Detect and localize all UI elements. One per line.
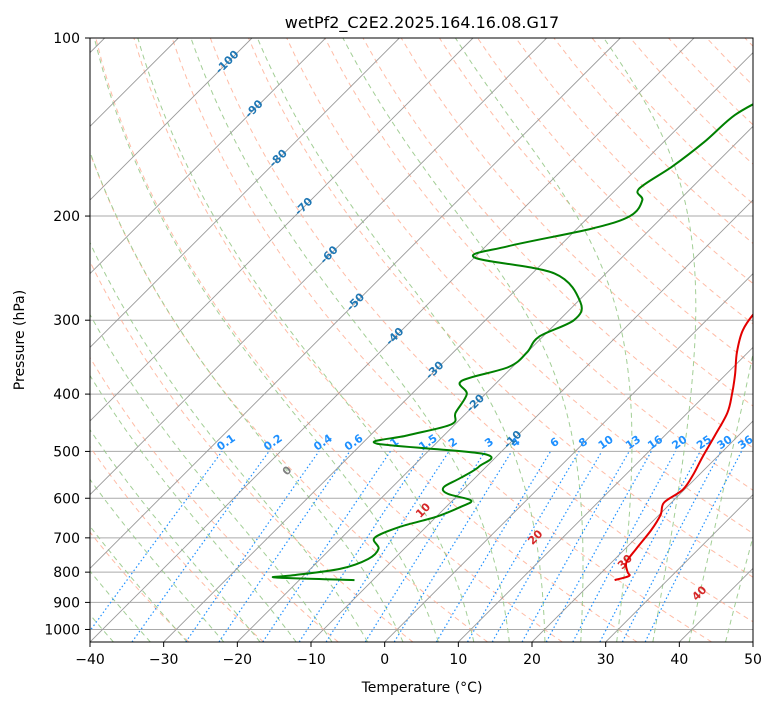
y-tick-label: 900 bbox=[53, 595, 80, 611]
mixing-ratio-line bbox=[90, 451, 223, 632]
isotherm-line bbox=[458, 346, 753, 642]
moist-adiabat bbox=[90, 241, 369, 642]
moist-adiabat bbox=[90, 374, 297, 642]
mixing-ratio-line bbox=[545, 451, 652, 642]
moist-adiabat bbox=[93, 38, 439, 642]
moist-adiabat bbox=[90, 150, 404, 642]
isotherm-line bbox=[90, 38, 400, 348]
dewpoint-profile-line bbox=[271, 103, 753, 582]
x-axis-label: Temperature (°C) bbox=[361, 680, 483, 696]
mixing-ratio-label: 36 bbox=[735, 433, 755, 453]
mixing-ratio-line bbox=[298, 451, 425, 642]
mixing-ratio-line bbox=[262, 451, 391, 642]
isotherm-line bbox=[237, 125, 753, 642]
x-tick-label: 0 bbox=[380, 652, 389, 668]
mixing-ratio-line bbox=[644, 451, 743, 642]
isotherms bbox=[90, 38, 753, 642]
dry-adiabat bbox=[400, 38, 753, 407]
mixing-ratio-line bbox=[185, 451, 320, 642]
moist-adiabat bbox=[90, 570, 151, 642]
mixing-ratio-line bbox=[325, 451, 450, 642]
isotherm-line bbox=[605, 494, 753, 642]
moist-adiabat bbox=[90, 525, 188, 642]
isotherm-line bbox=[90, 38, 621, 569]
mixing-ratio-line bbox=[218, 451, 351, 642]
x-tick-label: 10 bbox=[449, 652, 467, 668]
y-tick-label: 200 bbox=[53, 209, 80, 225]
y-tick-label: 400 bbox=[53, 387, 80, 403]
dry-adiabat bbox=[209, 38, 753, 623]
dry-adiabat bbox=[90, 531, 190, 642]
x-tick-label: −30 bbox=[149, 652, 179, 668]
y-tick-label: 500 bbox=[53, 444, 80, 460]
isotherm-line bbox=[90, 38, 326, 275]
isotherm-line bbox=[90, 38, 547, 496]
profile-series bbox=[271, 103, 753, 582]
mixing-ratio-line bbox=[521, 451, 630, 642]
moist-adiabat bbox=[90, 478, 225, 642]
dry-adiabat bbox=[171, 38, 712, 642]
isotherm-line bbox=[384, 273, 753, 642]
x-tick-label: −20 bbox=[223, 652, 253, 668]
moist-adiabat bbox=[256, 38, 546, 642]
y-tick-label: 700 bbox=[53, 531, 80, 547]
y-tick-label: 800 bbox=[53, 565, 80, 581]
dry-adiabat bbox=[515, 38, 753, 285]
x-tick-label: −40 bbox=[75, 652, 105, 668]
moist-adiabat bbox=[90, 428, 261, 642]
plot-frame bbox=[89, 37, 754, 643]
moist-adiabat bbox=[137, 38, 475, 642]
dry-adiabat bbox=[248, 38, 753, 578]
y-tick-label: 300 bbox=[53, 313, 80, 329]
y-tick-label: 100 bbox=[53, 31, 80, 47]
temperature-profile-line bbox=[614, 313, 753, 582]
moist-adiabats bbox=[90, 38, 753, 642]
moist-adiabat bbox=[342, 38, 584, 642]
mixing-ratio-line bbox=[572, 451, 677, 642]
mixing-ratio-line bbox=[621, 451, 722, 642]
isotherm-line bbox=[531, 420, 753, 642]
x-tick-label: 30 bbox=[597, 652, 615, 668]
y-tick-label: 1000 bbox=[44, 622, 80, 638]
dry-adiabat bbox=[90, 356, 339, 642]
isotherm-line bbox=[90, 38, 695, 642]
dry-adiabat bbox=[438, 38, 753, 366]
x-tick-label: 40 bbox=[670, 652, 688, 668]
mixing-ratio-line bbox=[393, 451, 513, 642]
isotherm-line bbox=[90, 38, 474, 422]
y-axis-label: Pressure (hPa) bbox=[12, 290, 28, 390]
x-tick-label: 50 bbox=[744, 652, 762, 668]
x-tick-label: 20 bbox=[523, 652, 541, 668]
isotherm-line bbox=[90, 38, 253, 201]
dry-adiabat bbox=[90, 445, 264, 642]
y-tick-label: 600 bbox=[53, 491, 80, 507]
dry-adiabat bbox=[95, 38, 563, 642]
isotherm-line bbox=[310, 199, 753, 642]
x-tick-label: −10 bbox=[296, 652, 326, 668]
dry-adiabat bbox=[133, 38, 638, 642]
chart-title: wetPf2_C2E2.2025.164.16.08.G17 bbox=[285, 13, 559, 33]
axes: −40 −30 −20 −10 0 10 20 30 40 50 100 200 300 400 500 60… bbox=[44, 31, 762, 668]
dry-adiabat bbox=[90, 260, 414, 642]
moist-adiabat bbox=[603, 38, 697, 642]
isotherm-line bbox=[163, 52, 753, 642]
